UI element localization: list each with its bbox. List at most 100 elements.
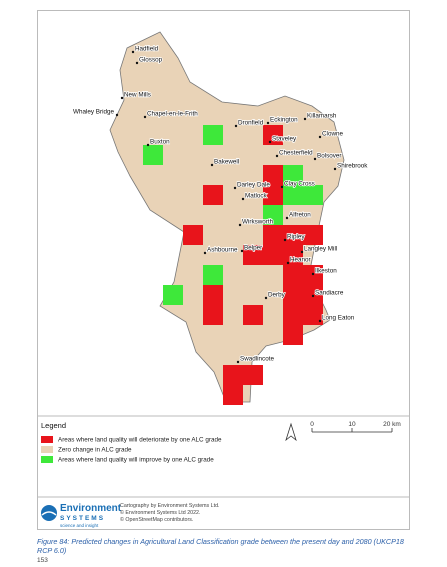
improvement-cell <box>303 185 323 205</box>
legend-swatch <box>41 436 53 443</box>
town-label: Buxton <box>150 139 170 146</box>
logo-wave <box>41 511 57 516</box>
scale-label: 10 <box>348 421 356 428</box>
town-dot <box>234 124 238 128</box>
town-label: Long Eaton <box>322 315 355 322</box>
town-dot <box>300 250 304 254</box>
town-label: Langley Mill <box>304 246 337 253</box>
town-dot <box>268 140 272 144</box>
deterioration-cell <box>203 185 223 205</box>
town-dot <box>318 319 322 323</box>
town-label: Staveley <box>272 136 297 143</box>
deterioration-cell <box>283 245 303 265</box>
town-label: Whaley Bridge <box>73 109 114 116</box>
town-dot <box>283 238 287 242</box>
deterioration-cell <box>283 265 303 285</box>
town-dot <box>286 261 290 265</box>
town-dot <box>210 163 214 167</box>
credit: © OpenStreetMap contributors. <box>120 516 193 523</box>
town-dot <box>233 186 237 190</box>
town-label: Heanor <box>290 257 311 264</box>
legend-swatch <box>41 446 53 453</box>
town-label: Sandiacre <box>315 290 344 297</box>
map-figure: Hadfield Glossop New Mills Whaley Bridge Cha… <box>37 31 410 528</box>
town-dot <box>135 61 139 65</box>
improvement-cell <box>263 205 283 225</box>
improvement-cell <box>163 285 183 305</box>
town-label: New Mills <box>124 92 151 99</box>
deterioration-cell <box>283 285 303 305</box>
deterioration-cell <box>303 305 323 325</box>
deterioration-cell <box>283 325 303 345</box>
credit: Cartography by Environment Systems Ltd. <box>120 503 220 509</box>
scale-bar: 0 10 20 km <box>310 421 401 433</box>
town-dot <box>115 113 119 117</box>
deterioration-cell <box>243 365 263 385</box>
town-label: Eckington <box>270 117 298 124</box>
town-dot <box>266 121 270 125</box>
improvement-cell <box>283 185 303 205</box>
town-label: Ashbourne <box>207 247 238 254</box>
town-dot <box>264 296 268 300</box>
deterioration-cell <box>263 125 283 145</box>
figure-caption: Figure 84: Predicted changes in Agricult… <box>37 537 404 555</box>
town-label: Killamarsh <box>307 113 337 120</box>
town-dot <box>285 216 289 220</box>
town-dot <box>241 197 245 201</box>
change-cells <box>143 125 323 405</box>
town-dot <box>131 50 135 54</box>
town-dot <box>275 154 279 158</box>
deterioration-cell <box>223 385 243 405</box>
deterioration-cell <box>203 285 223 305</box>
deterioration-cell <box>223 365 243 385</box>
town-label: Hadfield <box>135 46 159 53</box>
town-dot <box>203 251 207 255</box>
logo-tagline: science and insight <box>60 523 99 528</box>
legend-label: Areas where land quality will improve by… <box>58 457 214 464</box>
town-dot <box>313 157 317 161</box>
page-number: 153 <box>37 557 48 564</box>
legend: Areas where land quality will deteriorat… <box>41 436 222 464</box>
town-label: Darley Dale <box>237 182 270 189</box>
deterioration-cell <box>263 245 283 265</box>
town-label: Swadlincote <box>240 356 274 363</box>
legend-label: Zero change in ALC grade <box>58 447 132 454</box>
town-label: Clowne <box>322 131 343 138</box>
deterioration-cell <box>243 305 263 325</box>
town-dot <box>146 143 150 147</box>
town-label: Chapel-en-le-Frith <box>147 111 198 118</box>
credit: © Environment Systems Ltd 2022. <box>120 509 200 516</box>
town-dot <box>280 185 284 189</box>
logo: Environment SYSTEMS science and insight <box>41 503 122 528</box>
town-dot <box>311 272 315 276</box>
town-label: Derby <box>268 292 286 299</box>
deterioration-cell <box>243 245 263 265</box>
town-dot <box>303 117 307 121</box>
improvement-cell <box>203 125 223 145</box>
north-arrow <box>285 422 297 442</box>
logo-icon <box>41 505 57 521</box>
town-label: Alfreton <box>289 212 311 219</box>
town-dot <box>318 135 322 139</box>
town-label: Glossop <box>139 57 163 64</box>
town-dot <box>311 294 315 298</box>
legend-swatch <box>41 456 53 463</box>
improvement-cell <box>203 265 223 285</box>
town-dot <box>236 360 240 364</box>
town-dot <box>333 167 337 171</box>
deterioration-cell <box>283 225 303 245</box>
deterioration-cell <box>263 185 283 205</box>
town-labels: Hadfield Glossop New Mills Whaley Bridge Cha… <box>72 45 369 364</box>
deterioration-cell <box>203 305 223 325</box>
deterioration-cell <box>263 165 283 185</box>
town-dot <box>240 249 244 253</box>
improvement-cell <box>283 165 303 185</box>
deterioration-cell <box>283 305 303 325</box>
town-label: Clay Cross <box>284 181 315 188</box>
improvement-cell <box>143 145 163 165</box>
deterioration-cell <box>303 225 323 245</box>
town-label: Chesterfield <box>279 150 313 157</box>
logo-sub: SYSTEMS <box>60 515 105 522</box>
